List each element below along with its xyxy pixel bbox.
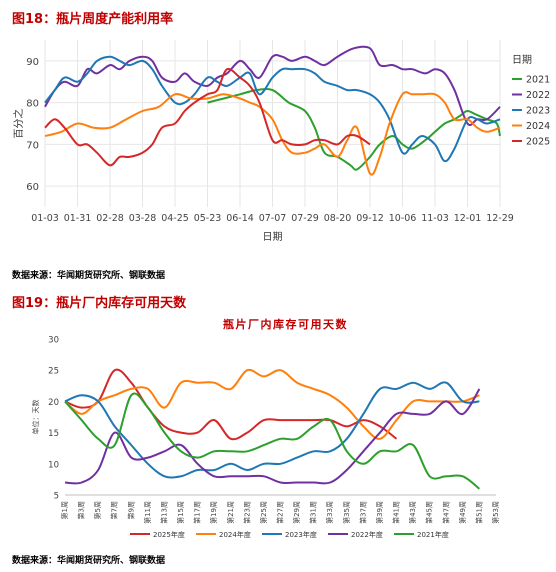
x-tick-label: 11-03 xyxy=(421,213,449,224)
x-tick-label: 09-12 xyxy=(356,213,384,224)
x-tick-label: 第35周 xyxy=(342,501,351,524)
x-tick-label: 12-29 xyxy=(486,213,514,224)
legend-label: 2021 xyxy=(526,75,550,86)
x-tick-label: 05-23 xyxy=(194,213,222,224)
series-line-2025年度 xyxy=(64,368,398,441)
y-tick-label: 70 xyxy=(26,140,39,151)
series-line-2024 xyxy=(44,91,501,176)
y-tick-label: 20 xyxy=(48,398,59,408)
figure-19-source: 数据来源：华闻期货研究所、钢联数据 xyxy=(12,556,166,566)
y-tick-label: 90 xyxy=(26,57,39,68)
legend-label: 2025年度 xyxy=(153,530,185,539)
x-tick-label: 第53周 xyxy=(491,501,500,524)
x-tick-label: 04-25 xyxy=(161,213,189,224)
x-tick-label: 第19周 xyxy=(209,501,218,524)
legend-label: 2024年度 xyxy=(219,530,251,539)
x-tick-label: 第21周 xyxy=(226,501,235,524)
x-tick-label: 第41周 xyxy=(392,501,401,524)
x-tick-label: 第15周 xyxy=(176,501,185,524)
x-tick-label: 06-14 xyxy=(226,213,254,224)
x-tick-label: 第27周 xyxy=(276,501,285,524)
x-tick-label: 01-31 xyxy=(64,213,92,224)
x-tick-label: 第29周 xyxy=(292,501,301,524)
y-tick-label: 80 xyxy=(26,99,39,110)
series-line-2024年度 xyxy=(64,368,480,440)
figure-19-title: 图19：瓶片厂内库存可用天数 xyxy=(12,296,187,311)
legend-label: 2025 xyxy=(526,137,550,148)
y-tick-label: 30 xyxy=(48,336,59,346)
x-tick-label: 第43周 xyxy=(408,501,417,524)
x-tick-label: 12-01 xyxy=(454,213,482,224)
x-tick-label: 第9周 xyxy=(126,501,135,519)
x-tick-label: 第11周 xyxy=(143,501,152,524)
y-tick-label: 10 xyxy=(48,460,59,470)
capacity-utilization-chart: 60 70 80 90 01-03 01-31 02-28 03-28 04-25 05-23 06… xyxy=(12,40,550,243)
y-tick-label: 60 xyxy=(26,182,39,193)
x-tick-label: 第23周 xyxy=(242,501,251,524)
series-line-2022 xyxy=(44,45,501,126)
figure-18-source: 数据来源：华闻期货研究所、钢联数据 xyxy=(12,271,166,281)
series-line-2023年度 xyxy=(64,381,480,479)
x-tick-label: 第47周 xyxy=(441,501,450,524)
chart-title: 瓶片厂内库存可用天数 xyxy=(223,317,348,331)
x-axis-title: 日期 xyxy=(263,231,283,243)
x-tick-label: 第5周 xyxy=(93,501,102,519)
x-tick-label: 第51周 xyxy=(474,501,483,524)
y-tick-label: 15 xyxy=(48,429,59,439)
series-line-2023 xyxy=(44,55,501,163)
y-tick-label: 25 xyxy=(48,367,59,377)
legend-label: 2023 xyxy=(526,106,550,117)
y-axis-title: 单位：天数 xyxy=(31,400,40,435)
figure-18-title: 图18：瓶片周度产能利用率 xyxy=(12,12,174,27)
legend-title: 日期 xyxy=(512,54,532,66)
x-tick-label: 第13周 xyxy=(159,501,168,524)
legend-label: 2024 xyxy=(526,121,550,132)
x-tick-label: 第3周 xyxy=(77,501,86,519)
y-tick-label: 5 xyxy=(54,492,59,502)
series-line-2022年度 xyxy=(64,388,481,485)
x-tick-label: 第7周 xyxy=(110,501,119,519)
x-tick-label: 第49周 xyxy=(458,501,467,524)
legend-label: 2022年度 xyxy=(351,530,383,539)
x-tick-label: 第33周 xyxy=(325,501,334,524)
x-tick-label: 第37周 xyxy=(358,501,367,524)
x-tick-label: 10-06 xyxy=(389,213,417,224)
x-tick-label: 第1周 xyxy=(60,501,69,519)
legend-label: 2021年度 xyxy=(417,530,449,539)
x-tick-label: 08-20 xyxy=(324,213,352,224)
series-line-2025 xyxy=(44,67,371,167)
x-tick-label: 02-28 xyxy=(96,213,124,224)
legend-label: 2023年度 xyxy=(285,530,317,539)
x-tick-label: 03-28 xyxy=(129,213,157,224)
x-tick-label: 第45周 xyxy=(425,501,434,524)
series-line-2021 xyxy=(207,87,501,171)
x-tick-label: 07-07 xyxy=(259,213,287,224)
x-tick-label: 第39周 xyxy=(375,501,384,524)
x-tick-label: 第17周 xyxy=(193,501,202,524)
legend-label: 2022 xyxy=(526,90,550,101)
y-axis-title: 百分之 xyxy=(12,109,25,139)
x-tick-label: 07-29 xyxy=(291,213,319,224)
x-tick-label: 第31周 xyxy=(309,501,318,524)
x-tick-label: 01-03 xyxy=(31,213,59,224)
x-tick-label: 第25周 xyxy=(259,501,268,524)
series-line-2021年度 xyxy=(64,392,481,490)
